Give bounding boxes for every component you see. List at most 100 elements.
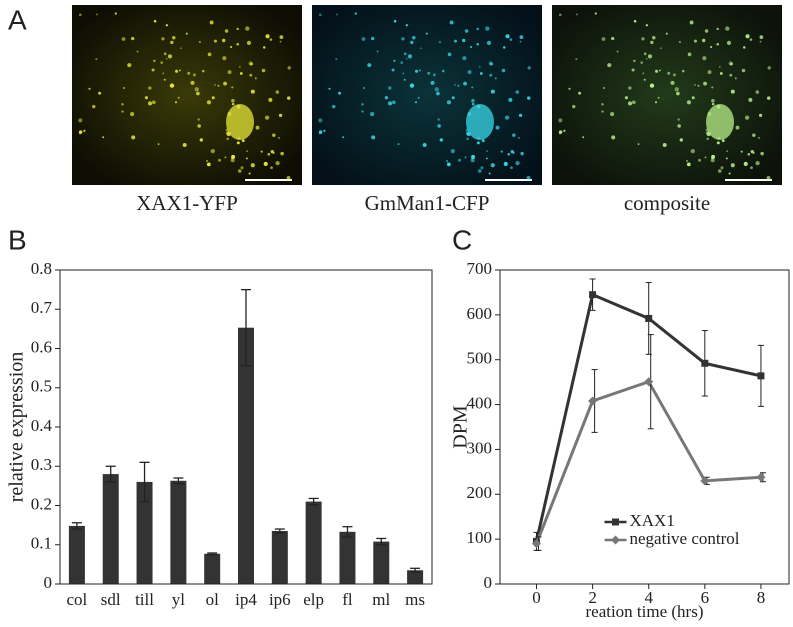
speckle	[263, 46, 266, 49]
speckle	[231, 98, 235, 103]
plot-frame	[499, 269, 790, 585]
speckle	[766, 175, 771, 180]
bar	[68, 525, 85, 584]
speckle	[687, 52, 692, 57]
speckle	[318, 13, 322, 17]
speckle	[624, 96, 629, 100]
speckle	[78, 130, 83, 134]
speckle	[405, 24, 408, 27]
speckle	[363, 87, 365, 89]
speckle	[454, 84, 456, 86]
speckle	[694, 84, 696, 86]
speckle	[485, 157, 488, 160]
speckle	[741, 68, 746, 73]
speckle	[494, 77, 497, 80]
x-tick-label: 2	[588, 588, 597, 607]
speckle	[719, 72, 723, 75]
speckle	[393, 19, 397, 23]
speckle	[206, 100, 212, 105]
bar	[373, 541, 390, 584]
speckle	[179, 69, 181, 72]
micrograph	[552, 5, 782, 185]
speckle	[463, 81, 467, 86]
speckle	[403, 52, 407, 56]
speckle	[338, 91, 342, 95]
speckle	[332, 104, 336, 109]
x-tick-label: till	[135, 590, 154, 609]
speckle	[607, 63, 612, 68]
legend-label: negative control	[630, 529, 740, 548]
speckle	[250, 89, 255, 94]
speckle	[445, 159, 449, 163]
speckle	[464, 29, 469, 33]
speckle	[397, 143, 400, 146]
speckle	[704, 29, 709, 33]
speckle	[510, 149, 514, 154]
speckle	[748, 97, 753, 102]
speckle	[371, 135, 376, 140]
speckle	[182, 142, 187, 147]
speckle	[466, 137, 469, 141]
speckle	[449, 20, 454, 25]
speckle	[633, 19, 637, 23]
y-tick-label: 0.3	[31, 455, 52, 474]
image-caption: composite	[624, 191, 710, 215]
micrograph	[312, 5, 542, 185]
speckle	[185, 32, 188, 35]
speckle	[239, 72, 243, 75]
marker	[589, 291, 597, 299]
speckle	[323, 129, 326, 132]
speckle	[275, 160, 280, 166]
speckle	[190, 80, 195, 85]
speckle	[172, 36, 176, 40]
marker	[700, 476, 710, 486]
speckle	[192, 73, 196, 77]
speckle	[488, 61, 493, 66]
speckle	[391, 100, 396, 105]
micrograph	[72, 5, 302, 185]
speckle	[153, 19, 157, 23]
marker	[588, 396, 598, 406]
speckle	[194, 87, 199, 92]
speckle	[575, 58, 578, 61]
speckle	[734, 77, 737, 80]
speckle	[224, 156, 227, 159]
speckle	[480, 166, 484, 170]
speckle	[628, 86, 632, 90]
speckle	[92, 104, 96, 109]
speckle	[121, 110, 124, 113]
speckle	[477, 169, 482, 173]
speckle	[402, 72, 405, 75]
speckle	[725, 157, 728, 160]
speckle	[279, 40, 282, 43]
speckle	[420, 47, 422, 50]
speckle	[361, 103, 364, 106]
speckle	[246, 40, 252, 45]
speckle	[582, 136, 585, 139]
speckle	[231, 102, 235, 106]
speckle	[230, 158, 235, 163]
y-tick-label: 700	[467, 259, 493, 278]
speckle	[209, 20, 214, 25]
speckle	[211, 96, 215, 100]
speckle	[425, 32, 428, 35]
speckle	[728, 61, 733, 66]
speckle	[370, 112, 375, 117]
speckle	[490, 89, 495, 94]
speckle	[743, 46, 746, 49]
speckle	[707, 70, 712, 75]
speckle	[214, 84, 216, 86]
speckle	[222, 38, 226, 43]
speckle	[757, 136, 760, 139]
speckle	[265, 34, 270, 39]
speckle	[710, 46, 713, 48]
speckle	[163, 78, 166, 81]
speckle	[519, 40, 522, 43]
speckle	[437, 118, 440, 121]
speckle	[451, 96, 455, 100]
speckle	[686, 100, 692, 105]
speckle	[412, 36, 416, 40]
speckle	[645, 24, 648, 27]
marker	[531, 539, 541, 549]
speckle	[260, 150, 263, 153]
